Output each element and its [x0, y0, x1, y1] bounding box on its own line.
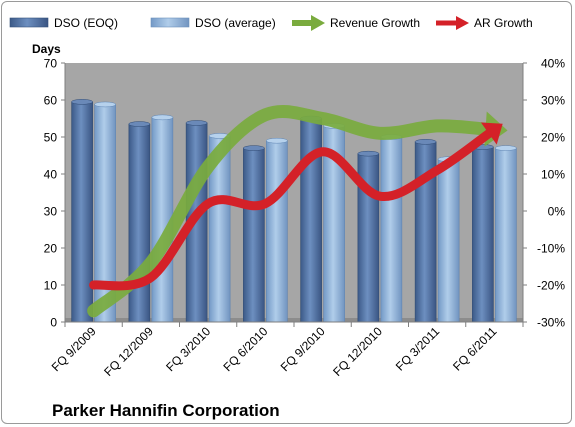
bar-cap — [185, 120, 208, 126]
legend-swatch-dso-eoq — [9, 17, 49, 28]
line-ar-growth — [89, 129, 494, 291]
bar-cap — [357, 150, 380, 157]
bar-dso-average — [437, 158, 460, 323]
legend-label-revenue-growth: Revenue Growth — [330, 16, 420, 30]
bar-dso-eoq — [128, 123, 151, 323]
y-tick-label-right: 10% — [541, 168, 565, 182]
legend-arrow-ar-growth — [456, 16, 469, 30]
y-tick-label-right: 30% — [541, 94, 565, 108]
legend-arrow-revenue-growth — [311, 15, 325, 31]
y-tick-label-left: 10 — [44, 279, 58, 293]
y-tick-label-right: -10% — [537, 242, 565, 256]
bar-dso-average — [266, 140, 288, 323]
bar-cap — [128, 121, 151, 127]
bar-cap — [266, 137, 288, 144]
y-tick-label-right: 40% — [541, 57, 565, 71]
bar-dso-eoq — [472, 146, 494, 323]
x-tick-label: FQ 12/2010 — [330, 324, 385, 379]
x-tick-label: FQ 6/2011 — [450, 324, 500, 374]
y-tick-label-left: 50 — [44, 131, 58, 145]
x-tick-label: FQ 12/2009 — [101, 324, 156, 379]
bar-cap — [94, 101, 116, 108]
bar-dso-eoq — [71, 101, 93, 323]
y-tick-label-left: 70 — [44, 57, 58, 71]
bar-dso-eoq — [243, 147, 265, 323]
x-tick-label: FQ 9/2010 — [278, 324, 328, 374]
legend-label-dso-average: DSO (average) — [195, 16, 276, 30]
line-revenue-growth — [87, 105, 493, 318]
bar-cap — [414, 139, 437, 145]
legend-label-ar-growth: AR Growth — [474, 16, 533, 30]
bar-cap — [495, 145, 517, 151]
bar-cap — [243, 145, 265, 151]
y-axis-left-title: Days — [32, 42, 61, 56]
x-tick-label: FQ 6/2010 — [221, 324, 271, 374]
x-tick-label: FQ 3/2010 — [163, 324, 213, 374]
chart-svg: DSO (EOQ) DSO (average) Revenue Growth A… — [9, 15, 566, 420]
bar-dso-average — [495, 147, 517, 323]
bar-cap — [71, 99, 93, 105]
y-tick-label-left: 40 — [44, 168, 58, 182]
chart-title: Parker Hannifin Corporation — [52, 401, 280, 420]
x-tick-label: FQ 9/2009 — [49, 324, 99, 374]
bar-dso-average — [380, 136, 403, 323]
bar-cap — [151, 114, 174, 121]
y-tick-label-left: 30 — [44, 205, 58, 219]
y-tick-label-right: -30% — [537, 316, 565, 330]
legend: DSO (EOQ) DSO (average) Revenue Growth A… — [9, 15, 533, 31]
y-tick-label-right: 20% — [541, 131, 565, 145]
legend-label-dso-eoq: DSO (EOQ) — [54, 16, 118, 30]
x-tick-label: FQ 3/2011 — [393, 324, 443, 374]
y-tick-label-right: 0% — [548, 205, 566, 219]
y-tick-label-left: 20 — [44, 242, 58, 256]
legend-swatch-dso-average — [150, 17, 190, 28]
line-group — [87, 105, 508, 318]
y-tick-label-left: 0 — [50, 316, 57, 330]
y-tick-label-right: -20% — [537, 279, 565, 293]
plot-floor — [65, 318, 523, 322]
arrowhead-ar-growth — [480, 122, 503, 145]
y-tick-label-left: 60 — [44, 94, 58, 108]
